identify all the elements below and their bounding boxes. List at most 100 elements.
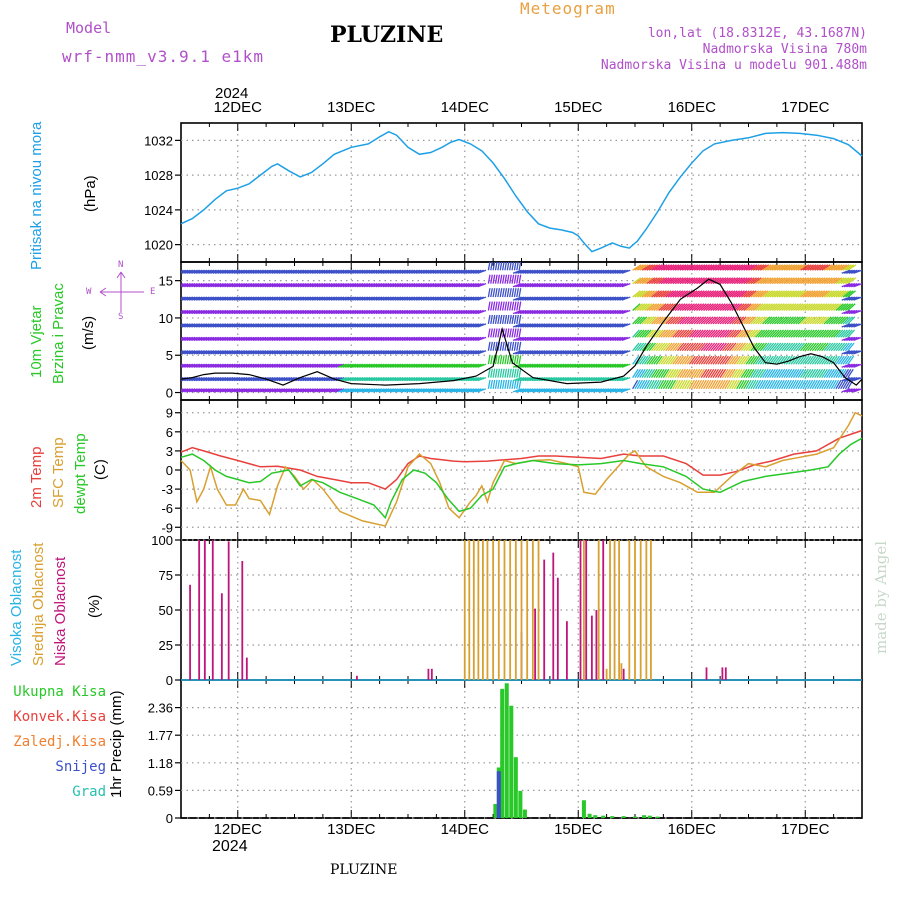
wind-barb (233, 269, 243, 274)
wind-barb (643, 316, 652, 325)
wind-barb (283, 323, 293, 328)
wind-barb (221, 363, 231, 368)
wind-barb (434, 363, 444, 368)
wind-barb (188, 336, 198, 342)
wind-barb (509, 288, 512, 298)
wind-barb (590, 377, 600, 382)
wind-barb (679, 379, 686, 390)
wind-barb (614, 283, 624, 288)
wind-barb (432, 363, 442, 368)
wind-barb (844, 316, 853, 325)
wind-barb (427, 377, 437, 382)
wind-barb (434, 377, 444, 382)
wind-barb (212, 377, 222, 382)
wind-barb (186, 296, 196, 301)
wind-barb (774, 342, 782, 352)
wind-barb (517, 269, 527, 274)
wind-barb (290, 350, 300, 355)
wind-barb (302, 377, 312, 382)
wind-barb (674, 290, 684, 298)
wind-barb (639, 277, 649, 285)
wind-barb (219, 269, 229, 274)
wind-barb (181, 350, 186, 354)
wind-barb (846, 269, 856, 274)
wind-barb (700, 290, 710, 298)
wind-barb (318, 336, 328, 342)
wind-barb (719, 264, 729, 271)
wind-barb (776, 355, 784, 365)
wind-barb (497, 301, 501, 311)
wind-barb (757, 290, 767, 298)
wind-barb (771, 329, 780, 338)
wind-barb (795, 264, 805, 271)
wind-barb (641, 290, 651, 298)
wind-barb (233, 350, 243, 355)
wind-barb (389, 377, 399, 382)
wind-barb (830, 303, 840, 311)
wind-barb (470, 309, 480, 315)
wind-barb (557, 296, 567, 301)
wind-barb (504, 368, 508, 378)
wind-barb (290, 363, 300, 368)
wind-barb (703, 379, 710, 390)
wind-barb (281, 350, 290, 355)
wind-barb (764, 264, 774, 271)
wind-barb (809, 368, 816, 378)
compass-line (116, 271, 122, 279)
wind-barb (311, 296, 321, 301)
wind-barb (632, 303, 641, 311)
wind-barb (667, 290, 677, 298)
wind-barb (262, 283, 272, 288)
wind-barb (767, 290, 776, 298)
wind-barb (597, 323, 607, 328)
wind-barb (205, 363, 215, 368)
wind-barb (762, 303, 771, 311)
wind-barb (848, 269, 858, 274)
wind-barb (700, 379, 707, 390)
wind-barb (748, 303, 757, 311)
wind-barb (408, 388, 418, 393)
wind-barb (781, 277, 791, 285)
wind-barb (764, 290, 774, 298)
wind-barb (653, 277, 663, 285)
wind-barb (811, 264, 822, 271)
wind-barb (529, 269, 539, 274)
wind-barb (799, 379, 807, 390)
wind-barb (448, 336, 458, 342)
wind-barb (392, 350, 402, 355)
wind-barb (527, 283, 536, 288)
wind-barb (221, 296, 231, 301)
wind-barb (451, 336, 461, 342)
precip-total-bar (655, 816, 660, 818)
wind-barb (616, 363, 626, 368)
wind-barb (639, 290, 648, 298)
wind-barb (538, 269, 548, 274)
wind-barb (373, 350, 383, 355)
wind-barb (802, 379, 809, 390)
wind-barb (567, 323, 577, 328)
wind-barb (309, 269, 319, 274)
wind-barb (314, 363, 324, 368)
wind-barb (843, 283, 853, 288)
wind-barb (361, 388, 371, 393)
wind-barb (693, 342, 701, 352)
wind-barb (550, 363, 560, 368)
wind-barb (846, 388, 856, 393)
wind-barb (557, 350, 567, 355)
wind-barb (387, 323, 397, 328)
wind-barb (285, 388, 295, 393)
wind-barb (437, 283, 447, 288)
wind-barb (363, 283, 373, 288)
wind-barb (444, 363, 454, 368)
wind-barb (809, 355, 817, 365)
wind-barb (853, 323, 862, 328)
wind-barb (203, 296, 212, 301)
wind-barb (321, 309, 331, 315)
wind-barb (184, 323, 194, 328)
wind-barb (401, 283, 411, 288)
wind-barb (835, 368, 842, 378)
wind-barb (243, 323, 253, 328)
wind-barb (818, 316, 827, 325)
wind-barb (651, 368, 658, 378)
